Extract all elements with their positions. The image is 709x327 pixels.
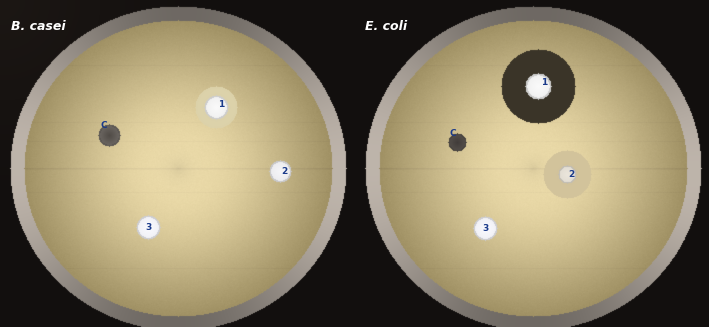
Text: 1: 1 <box>541 78 547 87</box>
Text: 2: 2 <box>281 167 288 176</box>
Text: 3: 3 <box>146 223 152 232</box>
Text: B. casei: B. casei <box>11 20 65 33</box>
Text: 2: 2 <box>568 170 574 180</box>
Text: 1: 1 <box>218 100 224 109</box>
Text: 3: 3 <box>483 224 489 233</box>
Text: C: C <box>449 129 456 138</box>
Text: C: C <box>101 121 107 129</box>
Text: E. coli: E. coli <box>365 20 407 33</box>
